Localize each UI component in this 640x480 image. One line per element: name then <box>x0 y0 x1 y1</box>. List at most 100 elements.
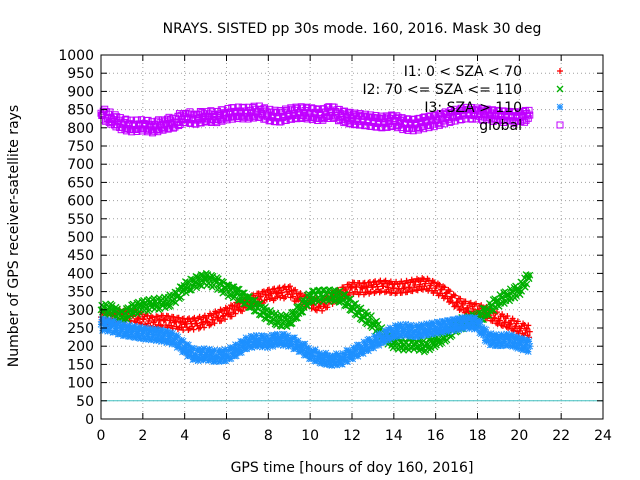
series-1-sample <box>496 317 503 324</box>
y-tick-label: 550 <box>67 212 94 228</box>
series-2-sample <box>477 309 485 317</box>
y-tick-label: 300 <box>67 303 94 319</box>
series-2-sample <box>209 272 217 280</box>
series-4-sample <box>393 112 401 120</box>
series-4-sample <box>224 104 232 112</box>
series-2-sample <box>239 289 247 297</box>
y-tick-label: 850 <box>67 103 94 119</box>
series-4-sample <box>410 116 418 124</box>
series-1-sample <box>232 310 239 317</box>
series-4-sample <box>425 124 433 132</box>
series-1-sample <box>377 277 384 284</box>
series-1-sample <box>289 293 296 300</box>
series-1-sample <box>525 322 532 329</box>
series-4-sample <box>234 115 242 123</box>
x-tick-label: 6 <box>222 428 231 444</box>
x-tick-label: 16 <box>427 428 445 444</box>
series-2-sample <box>304 302 312 310</box>
y-tick-label: 500 <box>67 230 94 246</box>
series-4-sample <box>447 117 455 125</box>
series-3-sample <box>477 318 484 326</box>
y-tick-label: 50 <box>76 394 94 410</box>
series-1-sample <box>446 288 453 295</box>
series-4-sample <box>389 112 397 120</box>
y-tick-label: 400 <box>67 266 94 282</box>
series-1-sample <box>343 286 350 293</box>
series-4-sample <box>229 104 237 112</box>
series-1-sample <box>260 288 267 295</box>
series-4-sample <box>373 123 381 131</box>
y-tick-label: 1000 <box>58 48 94 64</box>
series-1-sample <box>228 313 235 320</box>
series-2-sample <box>225 281 233 289</box>
series-1-sample <box>286 283 293 290</box>
series-1-sample <box>382 277 389 284</box>
series-4-sample <box>511 108 519 116</box>
series-1-sample <box>140 316 147 323</box>
series-2-sample <box>292 314 300 322</box>
series-1-sample <box>504 313 511 320</box>
series-4 <box>97 102 534 137</box>
series-4-sample <box>379 114 387 122</box>
x-axis-label: GPS time [hours of doy 160, 2016] <box>231 460 474 476</box>
series-1-sample <box>464 304 471 311</box>
series-1-sample <box>414 287 421 294</box>
series-1-sample <box>363 283 370 290</box>
legend-label-2: I2: 70 <= SZA <= 110 <box>362 82 522 98</box>
series-2-sample <box>167 302 174 310</box>
y-tick-label: 650 <box>67 175 94 191</box>
series-3-point <box>526 342 534 350</box>
series-2-sample <box>186 286 194 294</box>
series-4-sample <box>273 109 281 117</box>
series-2-sample <box>331 286 339 294</box>
x-tick-label: 22 <box>552 428 570 444</box>
series-2-sample <box>302 302 310 310</box>
series-1-sample <box>180 315 187 322</box>
series-4-sample <box>240 103 248 111</box>
legend-marker-3 <box>556 103 564 111</box>
series-1-sample <box>367 288 374 295</box>
series-1-sample <box>372 278 379 285</box>
x-tick-label: 8 <box>264 428 273 444</box>
series-4-sample <box>144 116 152 124</box>
series-1-sample <box>313 307 320 314</box>
series-1-sample <box>135 314 142 321</box>
series-2-sample <box>299 308 307 316</box>
series-2-sample <box>438 339 446 347</box>
series-1-sample <box>506 321 513 328</box>
series-1-sample <box>210 316 217 323</box>
series-2-sample <box>223 281 231 289</box>
y-tick-label: 950 <box>67 66 94 82</box>
series-2-sample <box>286 313 294 321</box>
series-2-sample <box>490 307 498 315</box>
series-4-sample <box>198 109 206 117</box>
series-1-sample <box>319 307 326 314</box>
legend: I1: 0 < SZA < 70 I2: 70 <= SZA <= 110 I3: … <box>362 64 564 134</box>
legend-marker-2 <box>556 85 564 93</box>
series-1-sample <box>405 284 412 291</box>
x-tick-label: 10 <box>301 428 319 444</box>
series-1-sample <box>134 316 141 323</box>
y-tick-label: 450 <box>67 248 94 264</box>
series-2-sample <box>288 319 296 327</box>
x-tick-label: 20 <box>510 428 528 444</box>
series-4-sample <box>150 127 158 135</box>
tick-layer: 0 2 4 6 8 10 12 14 16 18 20 22 240501001502002503003… <box>58 48 612 444</box>
series-1-sample <box>292 286 299 293</box>
series-1-sample <box>180 327 187 334</box>
series-4-sample <box>367 122 375 130</box>
series-4-sample <box>154 128 162 136</box>
series-4-sample <box>468 115 476 123</box>
series-4-sample <box>521 118 529 126</box>
series-1-sample <box>225 309 232 316</box>
series-1-sample <box>204 318 211 325</box>
series-1-sample <box>436 281 443 288</box>
series-2-sample <box>113 305 121 313</box>
series-3-sample <box>115 319 123 327</box>
y-tick-label: 900 <box>67 84 94 100</box>
x-tick-label: 18 <box>469 428 487 444</box>
series-2-sample <box>229 283 236 291</box>
series-4-sample <box>182 109 190 117</box>
series-4-sample <box>181 118 189 126</box>
series-1-sample <box>175 314 182 321</box>
